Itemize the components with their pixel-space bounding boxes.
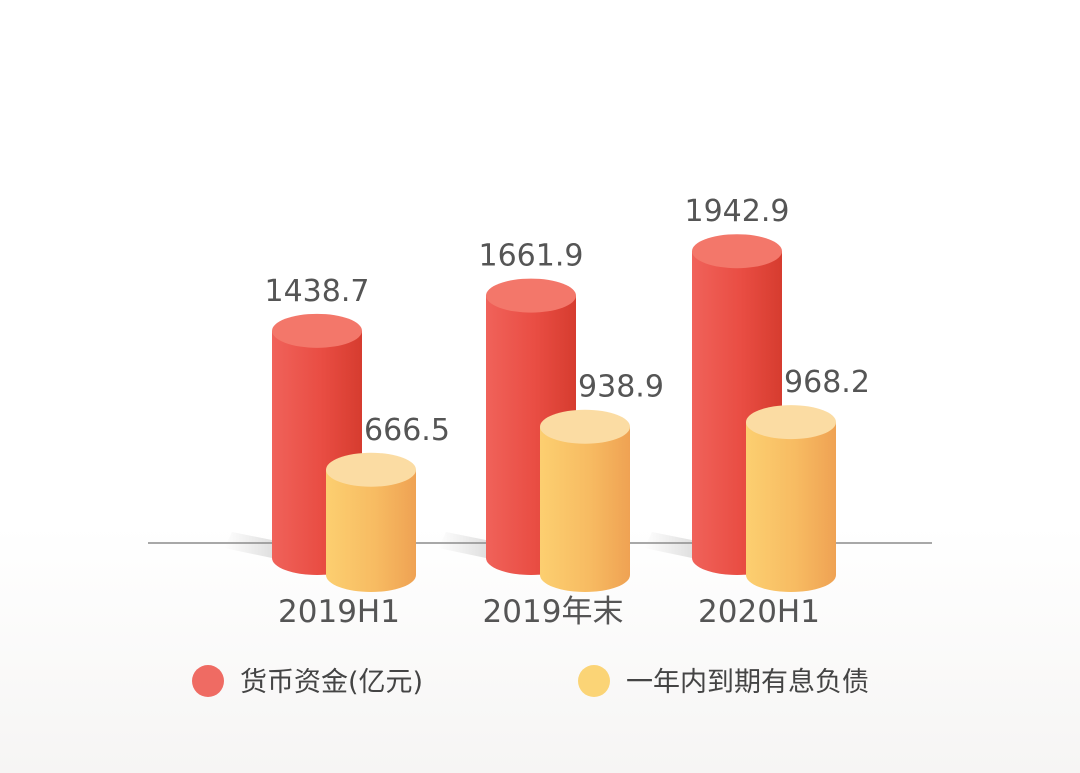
- x-tick-label: 2020H1: [698, 594, 820, 630]
- legend-marker: [192, 665, 224, 697]
- bar-body: [746, 422, 836, 592]
- bar-body: [326, 469, 416, 592]
- value-labels: 1438.7 1661.9 1942.9 666.5 938.9 968.2: [265, 194, 870, 448]
- bar-top: [540, 409, 630, 444]
- legend-item: 一年内到期有息负债: [578, 665, 869, 698]
- data-label: 666.5: [364, 413, 450, 448]
- data-label: 938.9: [578, 370, 664, 405]
- data-label: 1438.7: [265, 274, 370, 309]
- legend-label: 货币资金(亿元): [240, 667, 423, 698]
- bar-body: [540, 426, 630, 592]
- bar-shadow: [644, 532, 692, 558]
- legend: 货币资金(亿元) 一年内到期有息负债: [192, 665, 869, 698]
- bar-top: [326, 452, 416, 487]
- bar-top: [746, 405, 836, 440]
- category-labels: 2019H1 2019年末 2020H1: [278, 594, 820, 630]
- data-label: 1661.9: [479, 239, 584, 274]
- legend-marker: [578, 665, 610, 697]
- bars-group: [272, 234, 836, 592]
- x-tick-label: 2019H1: [278, 594, 400, 630]
- data-label: 968.2: [784, 365, 870, 400]
- legend-item: 货币资金(亿元): [192, 665, 423, 698]
- bar-shadow: [224, 532, 272, 558]
- legend-label: 一年内到期有息负债: [626, 667, 869, 698]
- bar-top: [692, 234, 782, 269]
- bar-shadow: [438, 532, 486, 558]
- bar-top: [486, 278, 576, 313]
- data-label: 1942.9: [685, 194, 790, 229]
- x-tick-label: 2019年末: [483, 594, 624, 630]
- bar: [540, 409, 630, 592]
- bar-top: [272, 313, 362, 348]
- bar: [746, 405, 836, 592]
- bar: [326, 452, 416, 592]
